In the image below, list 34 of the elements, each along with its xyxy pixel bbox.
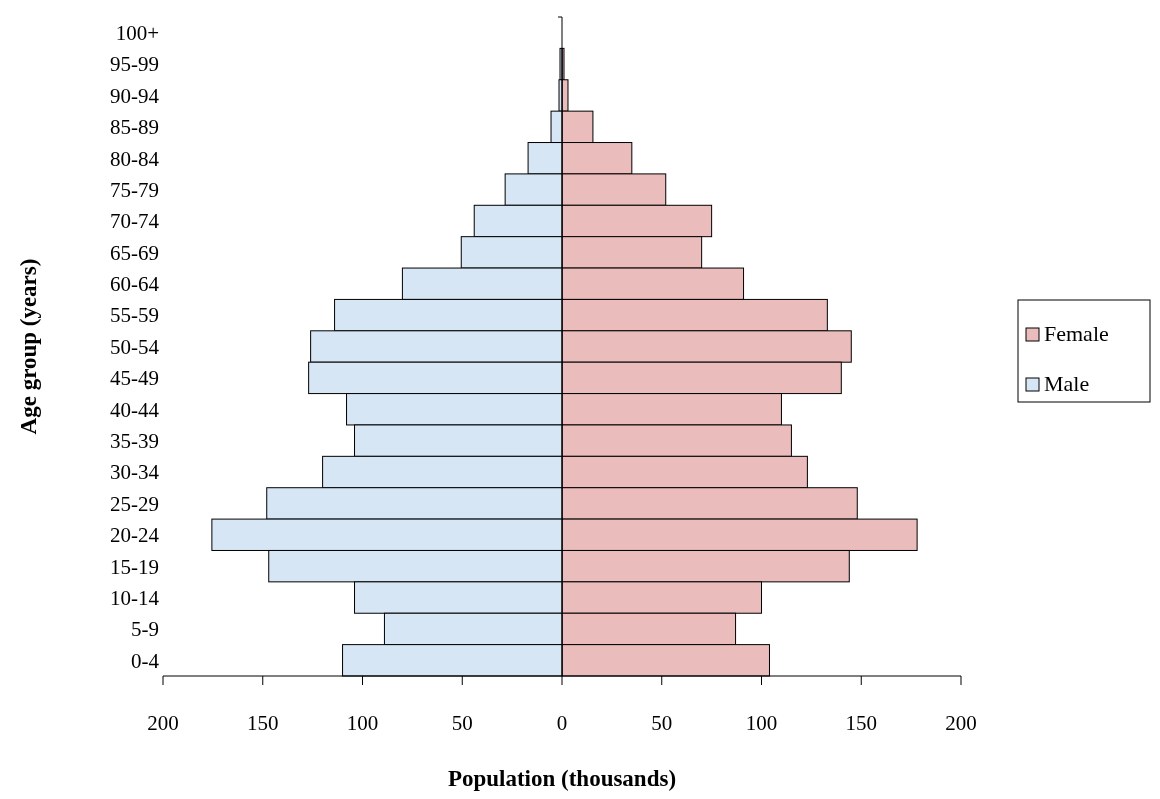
x-tick-label: 100	[745, 711, 778, 735]
x-tick-label: 200	[945, 711, 977, 735]
y-tick-label: 10-14	[110, 585, 160, 610]
y-tick-label: 40-44	[110, 397, 160, 422]
y-tick-label: 75-79	[110, 177, 159, 202]
y-tick-label: 85-89	[110, 115, 159, 140]
x-tick-label: 50	[451, 711, 473, 735]
y-tick-label: 55-59	[110, 303, 159, 328]
y-tick-label: 20-24	[110, 523, 160, 548]
x-tick-label: 100	[346, 711, 379, 735]
y-tick-label: 45-49	[110, 366, 159, 391]
x-tick-label: 150	[845, 711, 877, 735]
y-tick-label: 5-9	[131, 617, 159, 642]
y-tick-label: 100+	[115, 21, 159, 46]
y-axis-title: Age group (years)	[16, 258, 41, 435]
y-tick-label: 70-74	[110, 209, 160, 234]
x-tick-label: 150	[247, 711, 279, 735]
x-tick-label: 200	[147, 711, 179, 735]
y-tick-label: 0-4	[131, 648, 160, 673]
y-tick-label: 35-39	[110, 428, 159, 453]
y-tick-label: 15-19	[110, 554, 159, 579]
y-tick-label: 30-34	[110, 460, 160, 485]
y-tick-label: 90-94	[110, 83, 160, 108]
legend-label: Male	[1044, 371, 1090, 396]
x-tick-label: 50	[651, 711, 673, 735]
y-tick-label: 95-99	[110, 52, 159, 77]
y-tick-label: 25-29	[110, 491, 159, 516]
y-tick-label: 80-84	[110, 146, 160, 171]
y-tick-label: 50-54	[110, 334, 160, 359]
legend-label: Female	[1044, 321, 1109, 346]
x-axis-title: Population (thousands)	[447, 766, 677, 791]
y-tick-label: 65-69	[110, 240, 159, 265]
y-tick-label: 60-64	[110, 272, 160, 297]
x-tick-label: 0	[556, 711, 568, 735]
